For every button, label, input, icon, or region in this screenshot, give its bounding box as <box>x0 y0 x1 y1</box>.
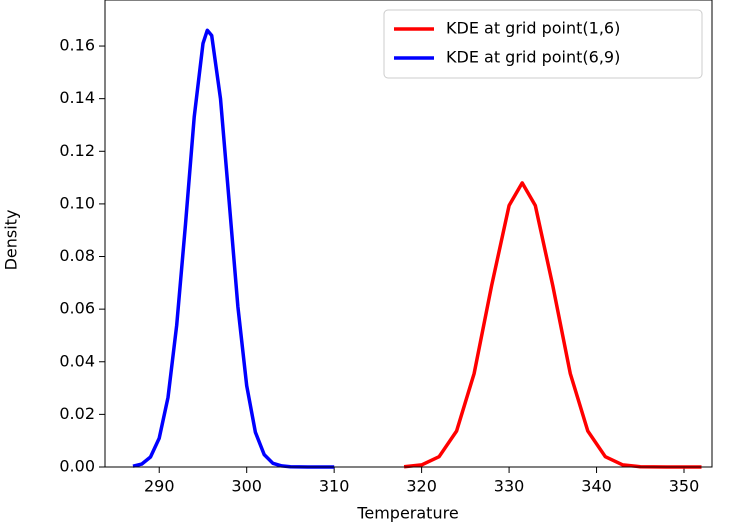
y-tick-label: 0.16 <box>59 36 95 55</box>
y-tick-label: 0.00 <box>59 457 95 476</box>
plot-frame <box>104 0 713 468</box>
x-tick-label: 290 <box>144 477 175 496</box>
x-tick-label: 350 <box>669 477 700 496</box>
x-tick-label: 340 <box>581 477 612 496</box>
kde-line <box>132 28 335 469</box>
y-tick-label: 0.12 <box>59 141 95 160</box>
y-tick-label: 0.06 <box>59 299 95 318</box>
x-tick-label: 310 <box>319 477 350 496</box>
x-tick-label: 320 <box>406 477 437 496</box>
x-axis-label: Temperature <box>356 504 458 523</box>
x-tick-label: 330 <box>494 477 525 496</box>
y-axis-label: Density <box>2 210 21 271</box>
kde-line <box>403 181 702 469</box>
legend-box <box>383 9 703 79</box>
y-tick-label: 0.14 <box>59 88 95 107</box>
y-tick-label: 0.04 <box>59 351 95 370</box>
legend-label: KDE at grid point(6,9) <box>446 48 620 67</box>
y-tick-label: 0.10 <box>59 193 95 212</box>
x-tick-label: 300 <box>231 477 262 496</box>
legend-label: KDE at grid point(1,6) <box>446 19 620 38</box>
y-tick-label: 0.02 <box>59 404 95 423</box>
y-tick-label: 0.08 <box>59 246 95 265</box>
